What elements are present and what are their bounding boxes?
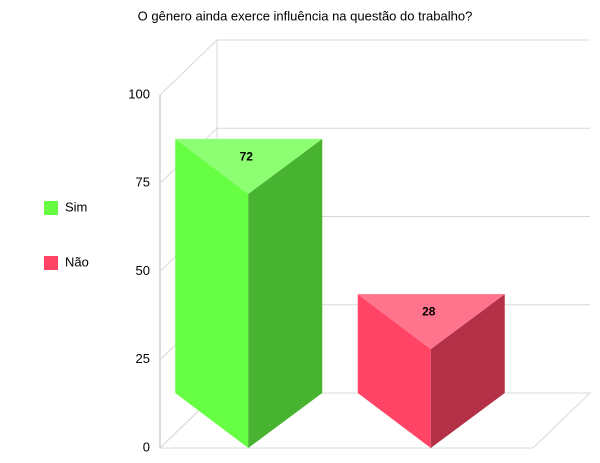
data-label: 28: [422, 305, 436, 319]
bar-right-face: [248, 138, 323, 448]
bar-left-face: [357, 294, 431, 448]
legend-label: Não: [65, 254, 89, 269]
y-tick-label: 50: [136, 263, 150, 278]
bar-left-face: [175, 138, 249, 448]
grid-line: [159, 39, 590, 96]
y-tick-label: 25: [136, 351, 150, 366]
bar-top: [357, 294, 505, 350]
legend-label: Sim: [65, 199, 87, 214]
bar-top: [175, 138, 323, 194]
chart-title: O gênero ainda exerce influência na ques…: [138, 8, 473, 23]
y-tick-label: 75: [136, 175, 150, 190]
legend-swatch: [44, 201, 58, 215]
y-tick-label: 100: [128, 86, 150, 101]
bar-right-face: [430, 294, 505, 448]
legend-swatch: [44, 256, 58, 270]
y-tick-label: 0: [143, 439, 150, 454]
data-label: 72: [240, 149, 254, 163]
